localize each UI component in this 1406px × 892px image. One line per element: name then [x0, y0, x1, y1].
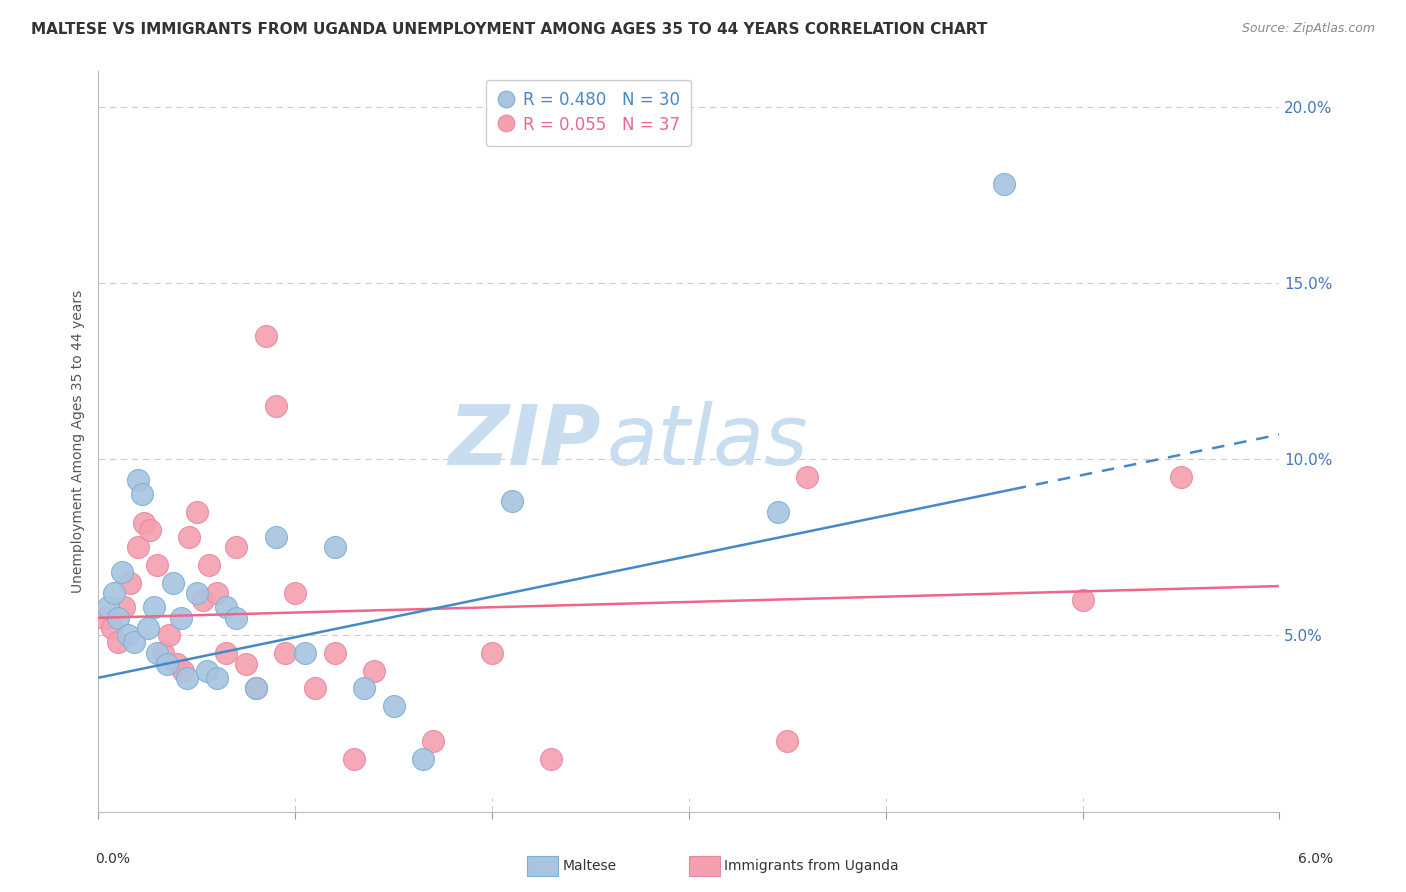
Point [993, 177, 1015, 191]
Point [156, 657, 179, 671]
Point [136, 621, 159, 635]
Point [172, 664, 194, 678]
Point [245, 681, 267, 696]
Point [122, 635, 145, 649]
Point [412, 752, 434, 766]
Point [501, 494, 523, 508]
Point [481, 646, 503, 660]
Point [796, 470, 818, 484]
Point [195, 664, 218, 678]
Point [264, 399, 287, 413]
Point [363, 664, 385, 678]
Text: Source: ZipAtlas.com: Source: ZipAtlas.com [1241, 22, 1375, 36]
Point [540, 752, 562, 766]
Point [225, 541, 247, 555]
Point [284, 586, 307, 600]
Point [225, 611, 247, 625]
Text: 6.0%: 6.0% [1298, 852, 1333, 866]
Point [146, 558, 169, 572]
Point [353, 681, 375, 696]
Text: MALTESE VS IMMIGRANTS FROM UGANDA UNEMPLOYMENT AMONG AGES 35 TO 44 YEARS CORRELA: MALTESE VS IMMIGRANTS FROM UGANDA UNEMPL… [31, 22, 987, 37]
Point [382, 698, 405, 713]
Point [191, 593, 214, 607]
Point [152, 646, 174, 660]
Point [343, 752, 366, 766]
Point [235, 657, 257, 671]
Point [107, 635, 129, 649]
Point [177, 530, 200, 544]
Point [127, 473, 149, 487]
Point [205, 671, 228, 685]
Text: 0.0%: 0.0% [96, 852, 131, 866]
Point [304, 681, 326, 696]
Point [766, 505, 789, 519]
Point [127, 541, 149, 555]
Point [776, 734, 799, 748]
Point [146, 646, 169, 660]
Text: Immigrants from Uganda: Immigrants from Uganda [724, 859, 898, 873]
Point [170, 611, 193, 625]
Point [118, 575, 141, 590]
Y-axis label: Unemployment Among Ages 35 to 44 years: Unemployment Among Ages 35 to 44 years [72, 290, 86, 593]
Point [323, 646, 346, 660]
Point [254, 328, 277, 343]
Point [132, 516, 155, 530]
Point [205, 586, 228, 600]
Point [103, 586, 125, 600]
Point [323, 541, 346, 555]
Point [142, 600, 165, 615]
Point [186, 505, 208, 519]
Point [245, 681, 267, 696]
Point [1071, 593, 1094, 607]
Point [131, 487, 153, 501]
Text: ZIP: ZIP [447, 401, 600, 482]
Point [197, 558, 219, 572]
Point [101, 621, 124, 635]
Point [176, 671, 198, 685]
Point [97, 600, 120, 615]
Point [93, 611, 115, 625]
Point [166, 657, 188, 671]
Point [157, 628, 180, 642]
Legend: R = 0.480   N = 30, R = 0.055   N = 37: R = 0.480 N = 30, R = 0.055 N = 37 [486, 79, 692, 145]
Point [294, 646, 316, 660]
Point [215, 646, 238, 660]
Point [274, 646, 297, 660]
Point [215, 600, 238, 615]
Text: Maltese: Maltese [562, 859, 616, 873]
Point [422, 734, 444, 748]
Point [162, 575, 184, 590]
Point [107, 611, 129, 625]
Point [186, 586, 208, 600]
Point [112, 600, 135, 615]
Point [1170, 470, 1192, 484]
Point [117, 628, 139, 642]
Text: atlas: atlas [606, 401, 808, 482]
Point [264, 530, 287, 544]
Point [111, 565, 134, 579]
Point [138, 523, 160, 537]
